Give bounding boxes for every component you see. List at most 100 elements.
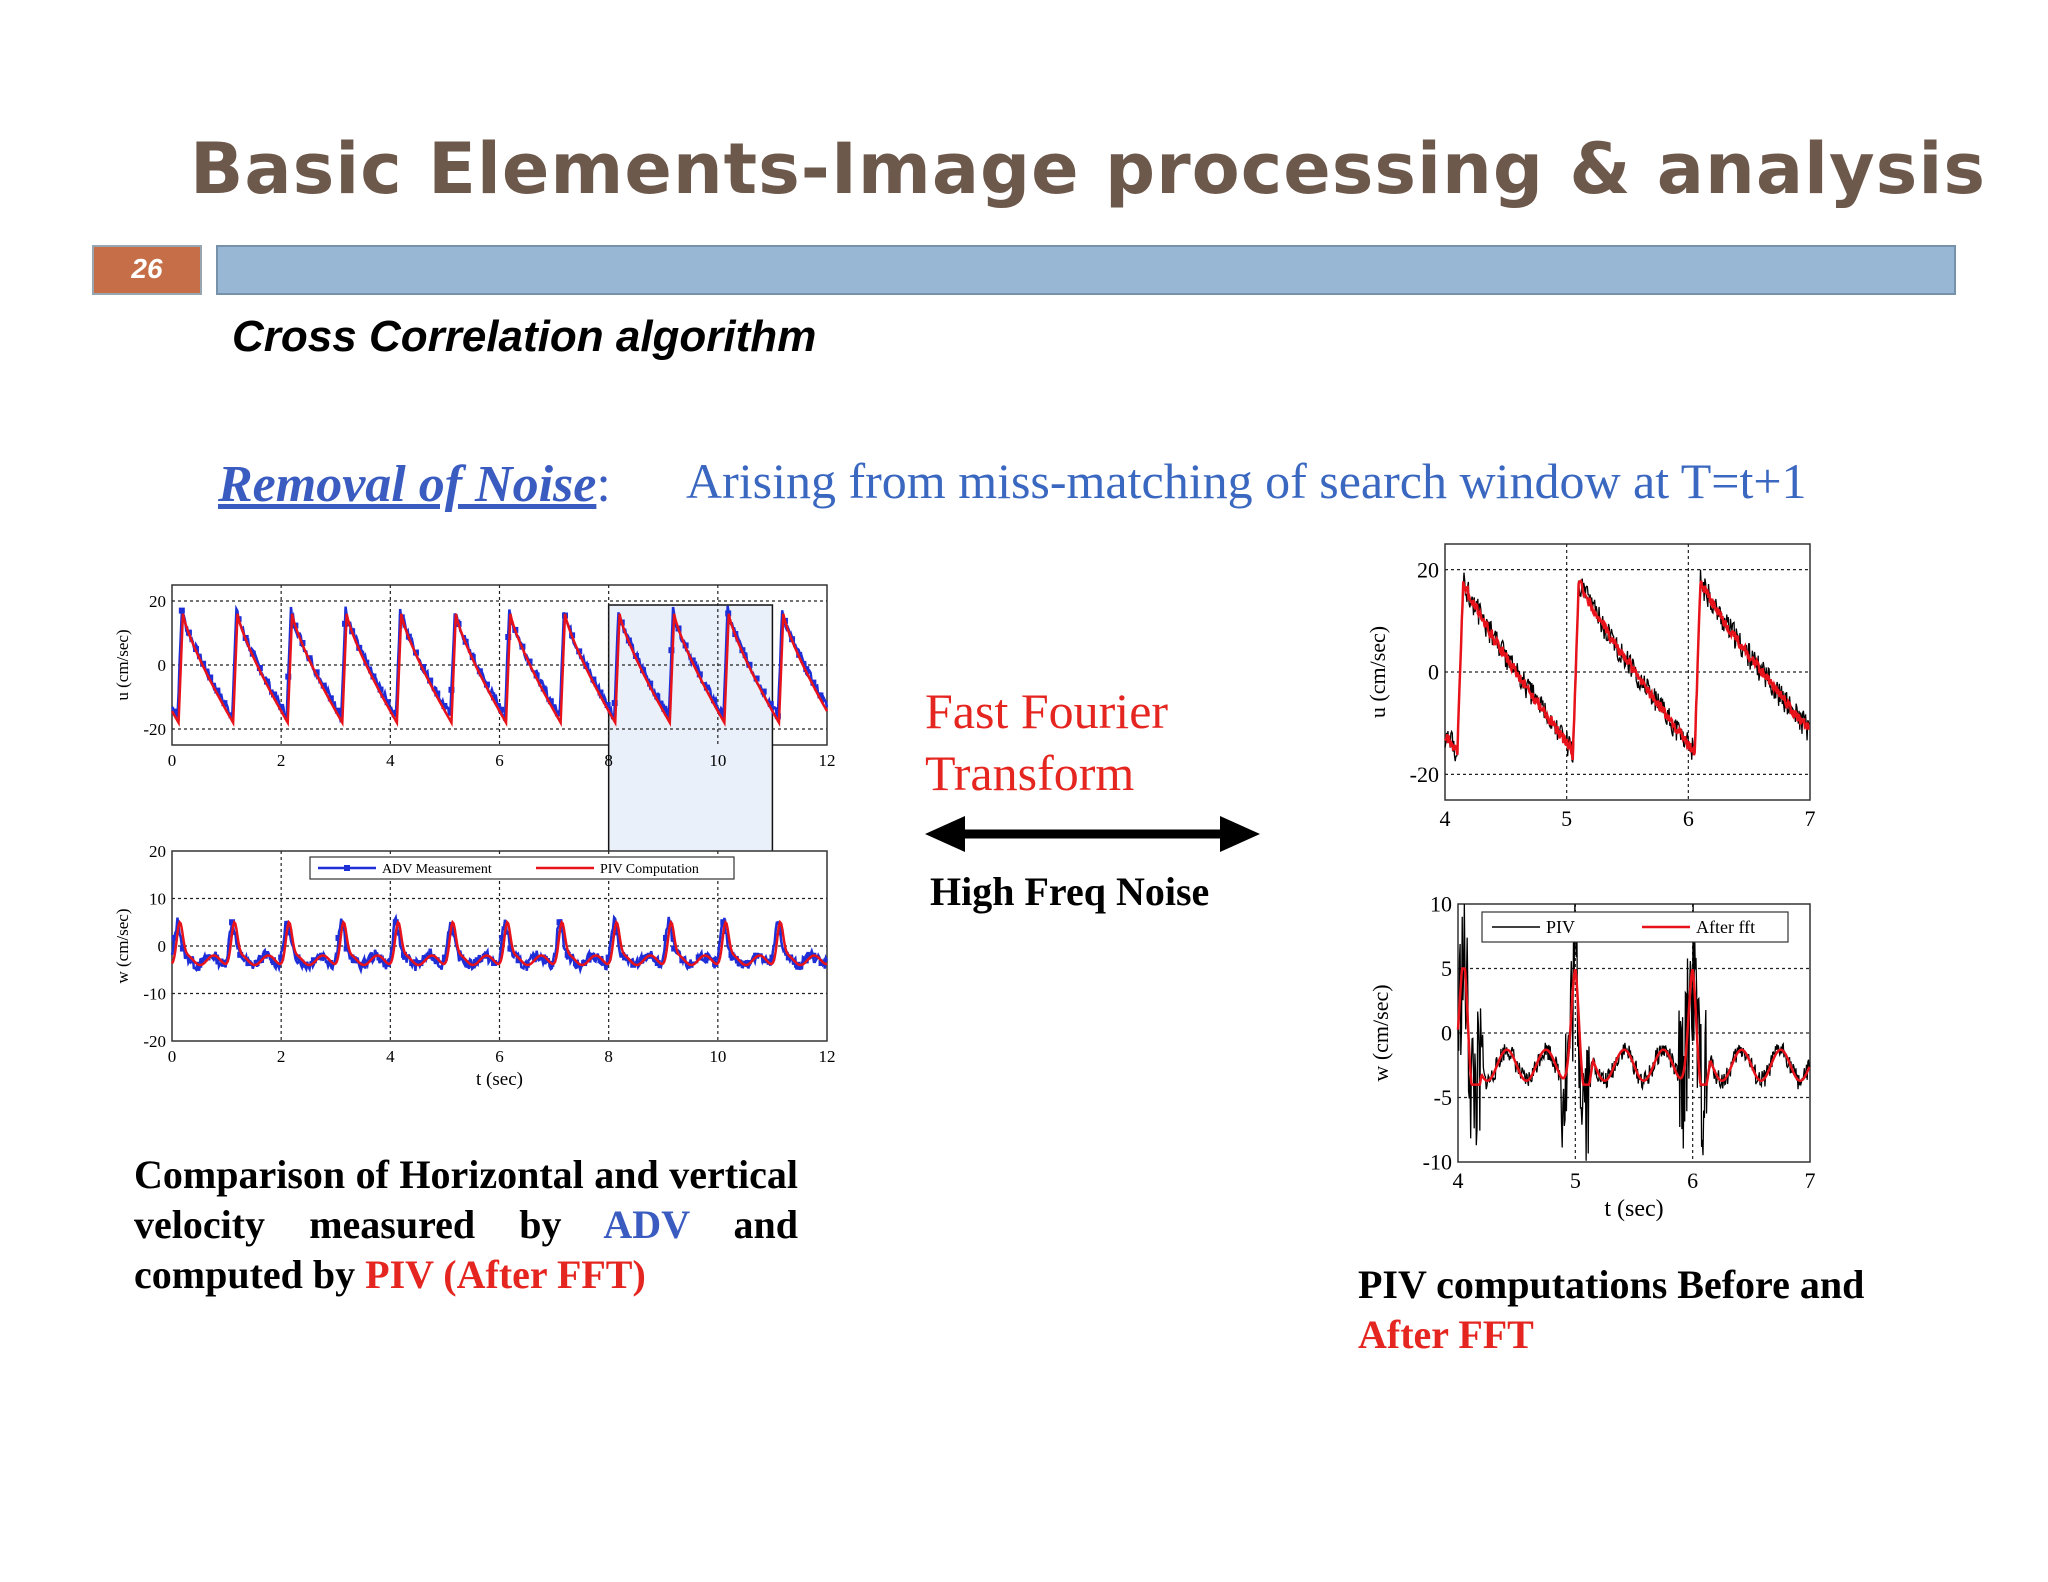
adv-marker (188, 957, 195, 964)
u-before-after-fft-chart: 4 5 6 7 20 0 -20 u (cm/sec) (1365, 543, 1816, 831)
adv-marker (761, 957, 768, 964)
adv-marker (590, 676, 597, 683)
adv-marker (368, 954, 375, 961)
adv-marker (622, 954, 629, 961)
adv-marker (769, 954, 776, 961)
right-caption: PIV computations Before and After FFT (1358, 1260, 1918, 1360)
adv-marker (229, 919, 236, 926)
x-axis-label: t (sec) (1604, 1196, 1663, 1222)
adv-marker (433, 957, 440, 964)
x-tick-label: 5 (1561, 806, 1572, 831)
adv-marker (720, 919, 727, 926)
slide-number-badge: 26 (92, 245, 202, 295)
x-tick-label: 4 (1440, 806, 1451, 831)
adv-marker (613, 929, 620, 936)
adv-marker (654, 693, 661, 700)
removal-of-noise-heading: Removal of Noise: (218, 455, 611, 514)
legend: ADV Measurement PIV Computation (309, 856, 735, 880)
adv-marker (204, 954, 211, 961)
title-bar (216, 245, 1956, 295)
adv-marker (474, 957, 481, 964)
y-tick-label: 10 (1430, 892, 1452, 917)
adv-marker (736, 960, 743, 967)
adv-marker (178, 607, 185, 614)
adv-marker (228, 712, 235, 719)
adv-marker (499, 934, 506, 941)
adv-marker (581, 960, 588, 967)
piv-raw-line (1444, 569, 1810, 763)
adv-marker (448, 686, 455, 693)
adv-marker (434, 690, 441, 697)
w-before-after-fft-chart: 4 5 6 7 10 5 0 -5 -10 w (cm/sec) t (sec) PIV After f… (1368, 892, 1816, 1222)
left-caption-text: Comparison of Horizontal and vertical ve… (134, 1152, 798, 1247)
right-charts: 4 5 6 7 20 0 -20 u (cm/sec) 4 5 6 7 10 5 0 -5 -10 w (cm/… (1365, 543, 1816, 1222)
adv-marker (441, 954, 448, 961)
adv-marker (409, 960, 416, 967)
adv-marker (817, 692, 824, 699)
legend-after-fft-label: After fft (1696, 917, 1755, 937)
adv-marker (605, 954, 612, 961)
right-caption-text: PIV computations Before and (1358, 1262, 1865, 1307)
adv-marker (458, 954, 465, 961)
x-tick-label: 4 (386, 1047, 395, 1066)
adv-marker (505, 634, 512, 640)
adv-marker (391, 711, 398, 718)
y-tick-label: 0 (158, 937, 167, 956)
adv-marker (597, 957, 604, 964)
adv-marker (171, 934, 178, 941)
piv-label: PIV (After FFT) (365, 1252, 646, 1297)
removal-of-noise-label: Removal of Noise (218, 456, 597, 513)
adv-marker (441, 702, 448, 709)
adv-marker (320, 682, 327, 689)
y-axis-label: u (cm/sec) (113, 629, 132, 700)
y-tick-label: -10 (143, 984, 166, 1003)
y-tick-label: -20 (143, 720, 166, 739)
x-tick-label: 0 (168, 1047, 177, 1066)
adv-marker (285, 673, 292, 680)
adv-marker (668, 647, 675, 654)
y-axis-label: u (cm/sec) (1365, 626, 1390, 718)
adv-marker (572, 960, 579, 967)
adv-marker (774, 713, 781, 720)
adv-marker (671, 945, 678, 952)
adv-marker (171, 708, 178, 715)
adv-marker (417, 960, 424, 967)
adv-marker (400, 951, 407, 958)
after-fft-line (1456, 967, 1811, 1086)
left-caption: Comparison of Horizontal and vertical ve… (134, 1150, 798, 1300)
adv-marker (540, 685, 547, 692)
adv-marker (384, 699, 391, 706)
y-tick-label: 20 (1417, 557, 1439, 582)
piv-computation-line (170, 919, 828, 967)
adv-marker (427, 677, 434, 684)
x-tick-label: 8 (604, 1047, 613, 1066)
slide-subtitle: Cross Correlation algorithm (232, 312, 817, 361)
y-tick-label: 10 (149, 889, 166, 908)
x-tick-label: 4 (1453, 1168, 1464, 1193)
adv-marker (564, 951, 571, 958)
fft-label: Fast Fourier Transform (925, 680, 1225, 804)
adv-marker (507, 945, 514, 952)
adv-marker (278, 954, 285, 961)
adv-marker (450, 929, 457, 936)
adv-marker (777, 929, 784, 936)
adv-marker (491, 959, 498, 966)
adv-marker (376, 954, 383, 961)
adv-marker (753, 675, 760, 682)
adv-marker (370, 673, 377, 680)
adv-marker (696, 671, 703, 678)
adv-marker (661, 705, 668, 712)
adv-marker (767, 701, 774, 708)
adv-marker (207, 674, 214, 681)
adv-marker (703, 684, 710, 691)
legend-adv-label: ADV Measurement (382, 862, 492, 877)
adv-marker (221, 700, 228, 707)
adv-marker (611, 700, 618, 706)
adv-marker (334, 707, 341, 714)
y-tick-label: -20 (143, 1032, 166, 1051)
x-tick-label: 4 (386, 751, 395, 770)
adv-marker (725, 610, 732, 617)
adv-marker (785, 954, 792, 961)
y-tick-label: 5 (1441, 956, 1452, 981)
